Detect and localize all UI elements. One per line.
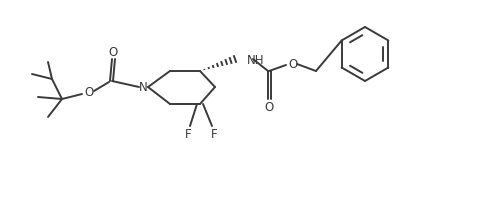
Text: O: O	[108, 45, 118, 58]
Text: NH: NH	[247, 53, 264, 66]
Text: F: F	[210, 128, 218, 141]
Text: N: N	[138, 81, 147, 94]
Text: O: O	[84, 86, 94, 99]
Text: O: O	[288, 58, 298, 71]
Text: F: F	[184, 128, 192, 141]
Text: O: O	[264, 101, 274, 114]
